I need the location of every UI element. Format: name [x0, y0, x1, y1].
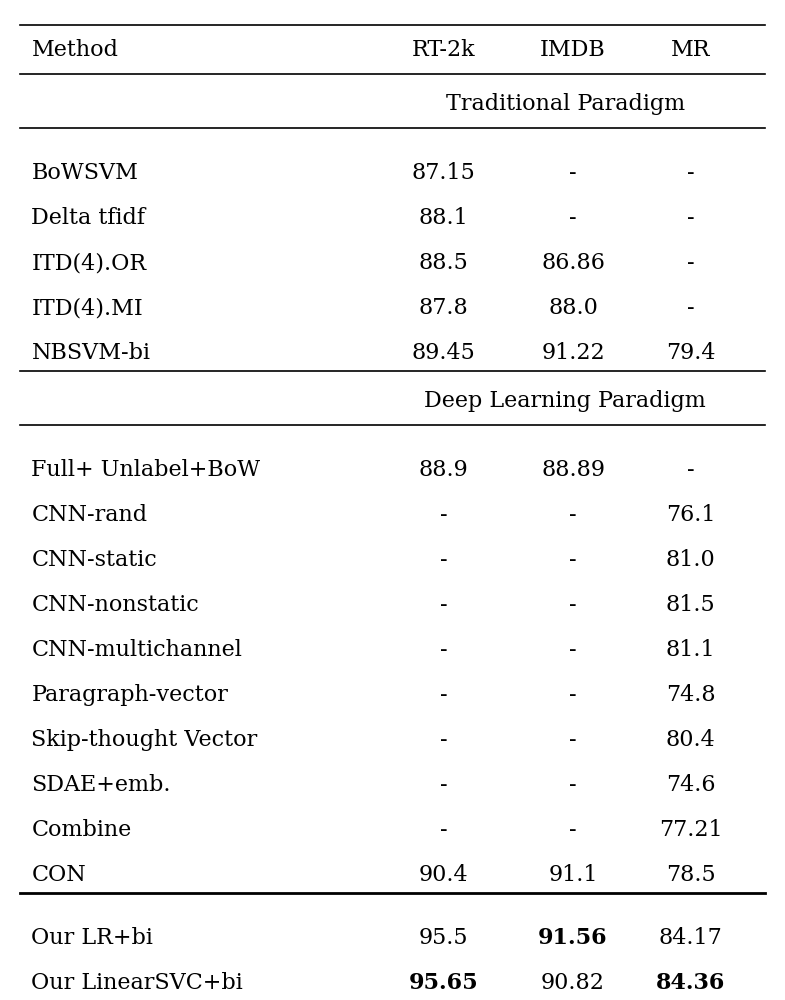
- Text: 87.15: 87.15: [411, 162, 476, 184]
- Text: Our LR+bi: Our LR+bi: [31, 927, 153, 949]
- Text: 91.1: 91.1: [548, 864, 598, 886]
- Text: 81.5: 81.5: [666, 594, 716, 616]
- Text: 88.0: 88.0: [548, 297, 598, 319]
- Text: CNN-nonstatic: CNN-nonstatic: [31, 594, 199, 616]
- Text: CON: CON: [31, 864, 86, 886]
- Text: -: -: [687, 459, 695, 481]
- Text: -: -: [569, 549, 577, 571]
- Text: 90.82: 90.82: [541, 972, 605, 994]
- Text: 84.36: 84.36: [656, 972, 725, 994]
- Text: -: -: [440, 549, 447, 571]
- Text: Deep Learning Paradigm: Deep Learning Paradigm: [425, 390, 706, 412]
- Text: -: -: [687, 252, 695, 274]
- Text: Combine: Combine: [31, 819, 132, 841]
- Text: 76.1: 76.1: [666, 504, 716, 526]
- Text: -: -: [569, 729, 577, 751]
- Text: 88.89: 88.89: [541, 459, 605, 481]
- Text: -: -: [569, 207, 577, 229]
- Text: 78.5: 78.5: [666, 864, 716, 886]
- Text: 80.4: 80.4: [666, 729, 716, 751]
- Text: Our LinearSVC+bi: Our LinearSVC+bi: [31, 972, 243, 994]
- Text: 81.0: 81.0: [666, 549, 716, 571]
- Text: -: -: [569, 504, 577, 526]
- Text: -: -: [687, 297, 695, 319]
- Text: 77.21: 77.21: [659, 819, 723, 841]
- Text: 88.1: 88.1: [418, 207, 469, 229]
- Text: -: -: [687, 207, 695, 229]
- Text: SDAE+emb.: SDAE+emb.: [31, 774, 171, 796]
- Text: IMDB: IMDB: [540, 39, 606, 61]
- Text: 87.8: 87.8: [418, 297, 469, 319]
- Text: 89.45: 89.45: [411, 342, 476, 364]
- Text: Method: Method: [31, 39, 119, 61]
- Text: -: -: [440, 774, 447, 796]
- Text: RT-2k: RT-2k: [411, 39, 476, 61]
- Text: -: -: [569, 684, 577, 706]
- Text: 79.4: 79.4: [666, 342, 716, 364]
- Text: Skip-thought Vector: Skip-thought Vector: [31, 729, 257, 751]
- Text: MR: MR: [671, 39, 710, 61]
- Text: -: -: [687, 162, 695, 184]
- Text: 90.4: 90.4: [418, 864, 469, 886]
- Text: BoWSVM: BoWSVM: [31, 162, 138, 184]
- Text: -: -: [569, 819, 577, 841]
- Text: 88.9: 88.9: [418, 459, 469, 481]
- Text: ITD(4).OR: ITD(4).OR: [31, 252, 147, 274]
- Text: Full+ Unlabel+BoW: Full+ Unlabel+BoW: [31, 459, 261, 481]
- Text: CNN-static: CNN-static: [31, 549, 157, 571]
- Text: Paragraph-vector: Paragraph-vector: [31, 684, 228, 706]
- Text: 74.6: 74.6: [666, 774, 716, 796]
- Text: ITD(4).MI: ITD(4).MI: [31, 297, 143, 319]
- Text: -: -: [569, 639, 577, 661]
- Text: Traditional Paradigm: Traditional Paradigm: [446, 93, 685, 115]
- Text: 88.5: 88.5: [418, 252, 469, 274]
- Text: 74.8: 74.8: [666, 684, 716, 706]
- Text: 91.56: 91.56: [539, 927, 608, 949]
- Text: 84.17: 84.17: [659, 927, 723, 949]
- Text: 91.22: 91.22: [541, 342, 605, 364]
- Text: -: -: [440, 594, 447, 616]
- Text: Delta tfidf: Delta tfidf: [31, 207, 145, 229]
- Text: -: -: [440, 819, 447, 841]
- Text: -: -: [569, 162, 577, 184]
- Text: -: -: [569, 774, 577, 796]
- Text: 95.65: 95.65: [409, 972, 478, 994]
- Text: 95.5: 95.5: [418, 927, 469, 949]
- Text: CNN-multichannel: CNN-multichannel: [31, 639, 243, 661]
- Text: 86.86: 86.86: [541, 252, 605, 274]
- Text: CNN-rand: CNN-rand: [31, 504, 148, 526]
- Text: -: -: [440, 729, 447, 751]
- Text: -: -: [440, 684, 447, 706]
- Text: -: -: [569, 594, 577, 616]
- Text: -: -: [440, 504, 447, 526]
- Text: -: -: [440, 639, 447, 661]
- Text: 81.1: 81.1: [666, 639, 716, 661]
- Text: NBSVM-bi: NBSVM-bi: [31, 342, 151, 364]
